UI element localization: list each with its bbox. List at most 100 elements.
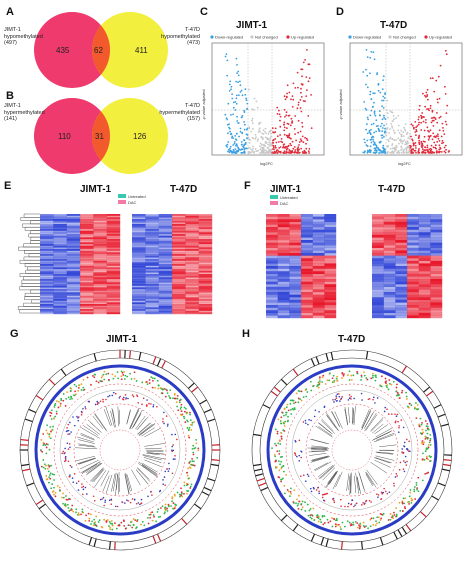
volcano-point: [265, 132, 268, 135]
volcano-point: [304, 59, 306, 61]
volcano-point: [300, 87, 302, 90]
heatmap-cell: [158, 310, 173, 313]
heatmap-cell: [289, 263, 302, 267]
heatmap-cell: [106, 285, 121, 288]
volcano-point: [254, 148, 257, 150]
heatmap-cell: [93, 224, 107, 226]
heatmap-cell: [66, 279, 81, 281]
volcano-point: [308, 63, 311, 66]
heatmap-cell: [66, 222, 81, 225]
heatmap-cell: [158, 264, 173, 266]
heatmap-cell: [93, 229, 107, 231]
volcano-point: [294, 115, 297, 117]
volcano-point: [301, 121, 303, 124]
heatmap-cell: [418, 253, 431, 256]
heatmap-cell: [312, 245, 325, 248]
heatmap-cell: [158, 304, 173, 306]
volcano-point: [435, 151, 438, 154]
heatmap-cell: [383, 214, 396, 217]
heatmap-cell: [66, 230, 81, 233]
volcano-point: [283, 129, 286, 132]
volcano-point: [370, 50, 373, 53]
circos-plot-h: T-47D: [251, 334, 453, 551]
volcano-point: [420, 129, 423, 131]
volcano-point: [229, 130, 231, 133]
volcano-point: [391, 151, 394, 154]
heatmap-cell: [383, 307, 396, 311]
heatmap-cell: [324, 250, 337, 254]
heatmap-cell: [277, 276, 290, 280]
heatmap-cell: [289, 237, 302, 241]
volcano-point: [228, 151, 231, 154]
volcano-point: [379, 91, 382, 94]
heatmap-cell: [106, 222, 121, 225]
heatmap-cell: [40, 269, 54, 271]
volcano-point: [288, 149, 291, 152]
heatmap-cell: [407, 312, 419, 316]
volcano-point: [446, 104, 449, 107]
volcano-d-points: [362, 49, 450, 154]
volcano-point: [234, 109, 237, 111]
heatmap-cell: [66, 290, 81, 293]
volcano-point: [286, 147, 289, 150]
heatmap-cell: [40, 304, 54, 306]
volcano-point: [404, 130, 407, 132]
volcano-point: [384, 118, 387, 120]
volcano-point: [418, 143, 421, 146]
heatmap-cell: [301, 240, 313, 243]
heatmap-cell: [277, 258, 290, 261]
heatmap-cell: [407, 216, 419, 220]
heatmap-cell: [66, 257, 81, 260]
heatmap-cell: [106, 299, 121, 301]
heatmap-cell: [277, 214, 290, 217]
heatmap-cell: [93, 292, 107, 295]
heatmap-cell: [106, 245, 121, 248]
heatmap-cell: [324, 229, 337, 233]
volcano-point: [435, 147, 437, 150]
volcano-c-legend: Down-regulated Not changed Up-regulated: [210, 35, 314, 40]
heatmap-cell: [93, 310, 107, 313]
heatmap-cell: [106, 215, 121, 218]
heatmap-cell: [145, 244, 159, 246]
heatmap-cell: [383, 271, 396, 274]
volcano-point: [254, 133, 257, 136]
volcano-point: [383, 97, 386, 99]
heatmap-cell: [106, 269, 121, 271]
heatmap-cell: [301, 312, 313, 316]
volcano-point: [260, 135, 263, 138]
heatmap-cell: [383, 281, 396, 285]
heatmap-cell: [66, 285, 81, 288]
volcano-point: [231, 135, 234, 138]
volcano-point: [276, 113, 279, 115]
heatmap-cell: [40, 279, 54, 281]
volcano-point: [394, 146, 396, 149]
dendrogram-branch: [19, 309, 40, 314]
volcano-point: [375, 130, 377, 133]
heatmap-cell: [172, 255, 186, 258]
volcano-point: [444, 120, 447, 123]
dendrogram-branch: [21, 279, 40, 284]
heatmap-cell: [324, 237, 337, 241]
volcano-point: [285, 152, 287, 154]
volcano-point: [436, 112, 438, 114]
heatmap-cell: [80, 225, 94, 228]
heatmap-cell: [312, 242, 325, 246]
venn-a-right-label: T-47D hypomethylated (473): [160, 27, 200, 47]
volcano-point: [363, 101, 366, 103]
heatmap-cell: [53, 272, 67, 275]
heatmap-cell: [277, 250, 290, 254]
heatmap-cell: [383, 229, 396, 233]
heatmap-cell: [66, 287, 81, 290]
heatmap-cell: [132, 252, 146, 255]
volcano-point: [244, 93, 247, 96]
volcano-point: [275, 141, 278, 144]
heatmap-cell: [418, 247, 431, 251]
heatmap-cell: [158, 219, 173, 221]
heatmap-cell: [312, 234, 325, 238]
heatmap-cell: [40, 305, 54, 308]
heatmap-cell: [430, 214, 443, 217]
heatmap-cell: [145, 279, 159, 281]
heatmap-cell: [158, 279, 173, 281]
heatmap-cell: [407, 294, 419, 298]
volcano-point: [431, 109, 434, 112]
